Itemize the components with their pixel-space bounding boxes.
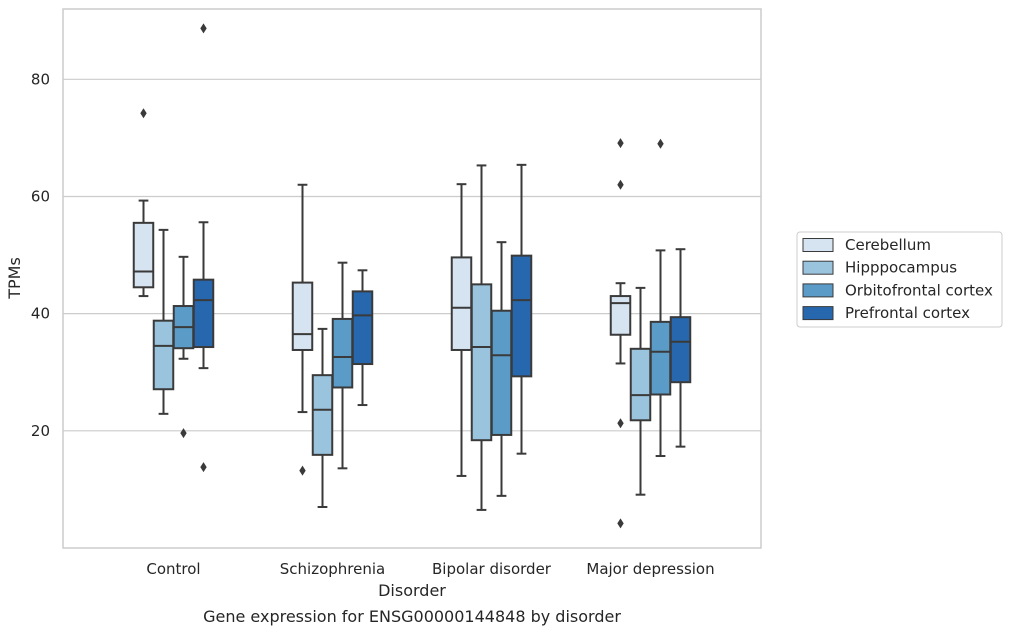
box-body <box>629 347 652 422</box>
outlier-point <box>617 418 624 429</box>
box-prefrontal-cortex <box>351 269 374 407</box>
outlier-point <box>657 138 664 149</box>
box-hipppocampus <box>470 164 493 511</box>
outlier-point <box>617 179 624 190</box>
box-prefrontal-cortex <box>192 23 215 473</box>
x-tick-label: Control <box>146 560 200 578</box>
box-hipppocampus <box>311 327 334 508</box>
box-body <box>510 254 533 378</box>
box-body <box>450 256 473 351</box>
boxes-layer <box>132 23 692 529</box>
box-cerebellum <box>450 183 473 477</box>
y-axis-label: TPMs <box>5 257 24 300</box>
box-prefrontal-cortex <box>510 163 533 455</box>
plot-frame <box>62 8 762 549</box>
legend-label: Hipppocampus <box>845 259 957 277</box>
box-orbitofrontal-cortex <box>172 255 195 439</box>
box-body <box>351 290 374 366</box>
box-cerebellum <box>291 183 314 476</box>
x-tick-label: Schizophrenia <box>280 560 385 578</box>
outlier-point <box>180 428 187 439</box>
box-body <box>609 295 632 336</box>
box-body <box>470 283 493 442</box>
box-orbitofrontal-cortex <box>331 261 354 470</box>
x-tick-labels: Control Schizophrenia Bipolar disorder Majo… <box>146 560 714 578</box>
y-tick-labels: 20 40 60 80 <box>31 70 50 440</box>
outlier-point <box>140 108 147 119</box>
box-body <box>152 319 175 391</box>
box-prefrontal-cortex <box>669 248 692 448</box>
outlier-point <box>200 23 207 34</box>
outlier-point <box>617 518 624 529</box>
outlier-point <box>617 138 624 149</box>
legend-label: Cerebellum <box>845 236 931 254</box>
chart-caption: Gene expression for ENSG00000144848 by d… <box>203 607 621 626</box>
legend-label: Prefrontal cortex <box>845 304 970 322</box>
y-tick-label: 60 <box>31 187 50 205</box>
outlier-point <box>200 462 207 473</box>
x-tick-label: Major depression <box>586 560 714 578</box>
legend-swatch <box>802 238 834 252</box>
y-tick-label: 20 <box>31 422 50 440</box>
box-body <box>331 317 354 389</box>
legend-label: Orbitofrontal cortex <box>845 281 993 299</box>
box-body <box>192 278 215 349</box>
legend: Cerebellum Hipppocampus Orbitofrontal cort… <box>796 231 1003 328</box>
box-orbitofrontal-cortex <box>649 138 672 458</box>
x-tick-label: Bipolar disorder <box>432 560 552 578</box>
y-tick-label: 40 <box>31 305 50 323</box>
legend-swatch <box>802 283 834 298</box>
legend-swatch <box>802 260 834 275</box>
box-body <box>669 316 692 384</box>
box-body <box>291 281 314 351</box>
y-tick-label: 80 <box>31 70 50 88</box>
legend-swatch <box>802 306 834 321</box>
box-cerebellum <box>132 108 155 298</box>
box-body <box>649 320 672 396</box>
box-cerebellum <box>609 138 632 529</box>
box-hipppocampus <box>152 228 175 415</box>
x-axis-label: Disorder <box>378 581 446 600</box>
box-body <box>132 221 155 289</box>
outlier-point <box>299 465 306 476</box>
plot-area <box>63 9 761 548</box>
legend-frame <box>796 231 1003 328</box>
box-body <box>490 309 513 436</box>
box-body <box>311 374 334 456</box>
